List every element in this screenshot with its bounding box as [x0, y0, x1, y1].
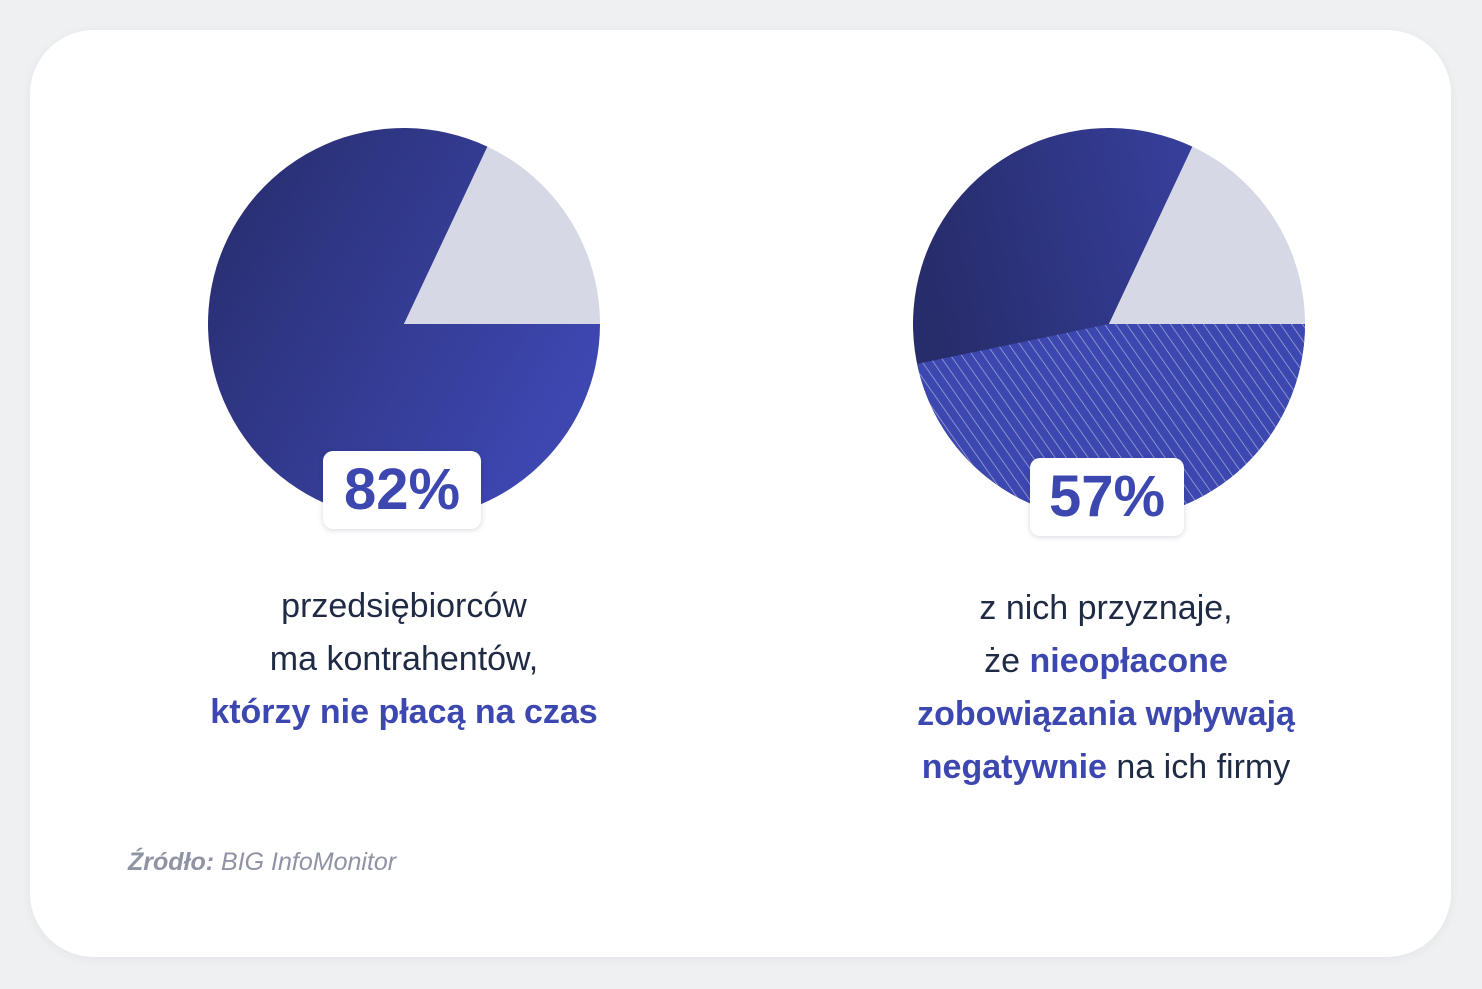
caption-left-line2: ma kontrahentów, [269, 640, 539, 678]
value-badge-right: 57% [1030, 458, 1184, 536]
caption-right-line2-plain: że [984, 642, 1030, 680]
pie-slice-hatched-subset [917, 324, 1305, 520]
pie-slice-highlight [207, 127, 600, 520]
source-value: BIG InfoMonitor [214, 848, 397, 876]
pie-slice-remainder [404, 146, 600, 324]
caption-left-line1: przedsiębiorców [281, 587, 527, 625]
caption-right-line3: zobowiązania wpływają [917, 695, 1295, 733]
source-label: Źródło: [128, 848, 215, 876]
caption-right-line4-highlight: negatywnie [921, 748, 1107, 786]
pie-chart-left [207, 127, 600, 520]
caption-right-line4-plain: na ich firmy [1106, 748, 1291, 786]
pie-chart-right [913, 127, 1305, 520]
caption-right: z nich przyznaje, że nieopłacone zobowią… [806, 582, 1406, 794]
caption-right-line2-highlight: nieopłacone [1029, 642, 1228, 680]
caption-right-line4: negatywnie na ich firmy [806, 741, 1406, 794]
source-note: Źródło: BIG InfoMonitor [128, 848, 396, 877]
caption-right-line2: że nieopłacone [806, 635, 1406, 688]
caption-left: przedsiębiorców ma kontrahentów, którzy … [104, 580, 704, 739]
value-badge-left: 82% [323, 451, 481, 529]
caption-left-line3: którzy nie płacą na czas [210, 693, 598, 731]
pie-slice-remainder [1109, 146, 1305, 324]
caption-right-line1: z nich przyznaje, [979, 589, 1233, 627]
